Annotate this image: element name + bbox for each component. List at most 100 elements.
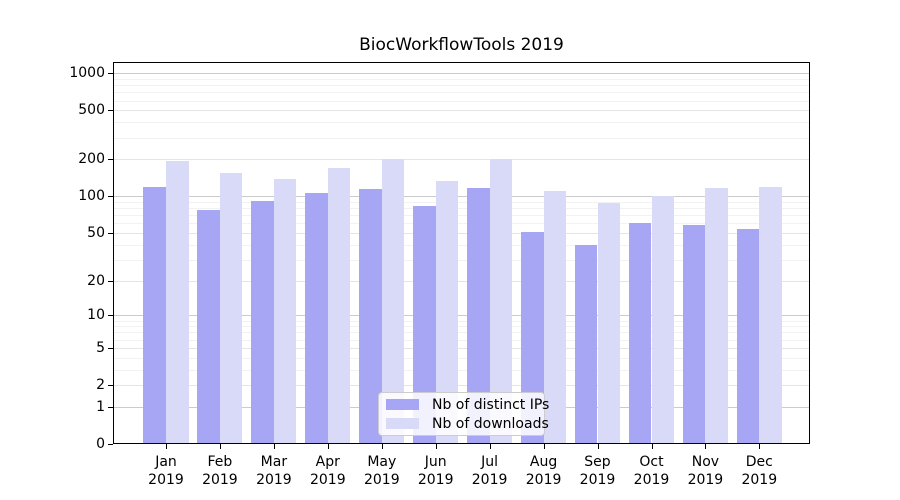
gridline-minor bbox=[114, 369, 809, 371]
bar-downloads bbox=[381, 158, 405, 443]
y-tick-mark bbox=[108, 233, 113, 234]
y-tick-label: 50 bbox=[87, 225, 105, 241]
gridline-minor bbox=[114, 259, 809, 261]
x-tick-mark bbox=[327, 444, 329, 449]
bar-distinct-ips bbox=[628, 222, 652, 443]
y-tick-mark bbox=[108, 315, 113, 317]
x-tick-month: Jun bbox=[424, 454, 447, 470]
y-tick-label: 1000 bbox=[69, 65, 105, 82]
x-tick-label: Sep 2019 bbox=[566, 453, 630, 489]
y-tick-label: 2 bbox=[96, 377, 105, 394]
gridline-mid bbox=[114, 159, 809, 161]
x-tick-year: 2019 bbox=[579, 472, 616, 488]
x-tick-year: 2019 bbox=[309, 472, 346, 488]
bar-distinct-ips bbox=[305, 193, 328, 443]
gridline-minor bbox=[114, 339, 809, 341]
bar-distinct-ips bbox=[467, 188, 490, 443]
x-tick-month: Apr bbox=[315, 454, 340, 470]
x-tick-mark bbox=[166, 444, 167, 449]
x-tick-label: Oct 2019 bbox=[620, 453, 684, 489]
x-tick-year: 2019 bbox=[256, 472, 292, 488]
x-tick-label: Dec 2019 bbox=[727, 453, 791, 489]
x-tick-mark bbox=[543, 444, 545, 449]
x-tick-month: Oct bbox=[639, 454, 664, 470]
bar-distinct-ips bbox=[574, 244, 598, 443]
x-tick-month: Jan bbox=[155, 454, 177, 470]
gridline-minor bbox=[114, 92, 809, 94]
x-tick-year: 2019 bbox=[633, 472, 670, 488]
x-tick-label: Feb 2019 bbox=[188, 453, 252, 489]
y-tick-mark bbox=[108, 280, 113, 282]
y-tick-label: 20 bbox=[87, 272, 105, 289]
bar-distinct-ips bbox=[359, 188, 382, 443]
gridline-minor bbox=[114, 357, 809, 359]
legend-label: Nb of downloads bbox=[432, 415, 549, 432]
x-tick-label: Apr 2019 bbox=[296, 453, 360, 489]
bar-downloads bbox=[273, 179, 297, 443]
legend: Nb of distinct IPs Nb of downloads bbox=[378, 392, 549, 436]
bar-distinct-ips bbox=[413, 205, 436, 443]
x-tick-mark bbox=[381, 444, 383, 449]
bar-distinct-ips bbox=[736, 229, 760, 443]
x-tick-mark bbox=[219, 444, 221, 449]
bar-distinct-ips bbox=[251, 200, 274, 443]
x-tick-month: Mar bbox=[260, 454, 288, 470]
bar-distinct-ips bbox=[197, 209, 220, 443]
y-tick-mark bbox=[108, 73, 113, 75]
x-tick-month: Sep bbox=[584, 454, 611, 470]
x-tick-label: Mar 2019 bbox=[242, 453, 306, 489]
gridline-minor bbox=[114, 202, 809, 203]
gridline-minor bbox=[114, 326, 809, 328]
x-tick-mark bbox=[273, 444, 275, 449]
x-tick-year: 2019 bbox=[525, 472, 562, 488]
bar-downloads bbox=[489, 158, 513, 443]
bar-distinct-ips bbox=[143, 186, 166, 443]
gridline-minor bbox=[114, 100, 809, 102]
legend-label: Nb of distinct IPs bbox=[432, 396, 550, 413]
gridline-minor bbox=[114, 320, 809, 322]
x-tick-year: 2019 bbox=[202, 472, 238, 488]
x-tick-month: Feb bbox=[207, 454, 233, 470]
y-tick-mark bbox=[108, 110, 113, 112]
x-tick-label: Jan 2019 bbox=[134, 453, 198, 489]
x-tick-mark bbox=[705, 444, 707, 449]
x-tick-mark bbox=[435, 444, 437, 449]
x-tick-label: Aug 2019 bbox=[512, 453, 576, 489]
y-tick-label: 5 bbox=[96, 339, 105, 356]
x-tick-label: Jul 2019 bbox=[458, 453, 522, 489]
legend-swatch bbox=[386, 418, 419, 429]
gridline-minor bbox=[114, 137, 809, 139]
bar-downloads bbox=[651, 196, 675, 443]
gridline-minor bbox=[114, 244, 809, 246]
gridline-mid bbox=[114, 280, 809, 282]
x-tick-mark bbox=[489, 444, 491, 449]
bar-downloads bbox=[435, 180, 459, 443]
x-tick-label: Nov 2019 bbox=[673, 453, 737, 489]
y-tick-label: 100 bbox=[78, 188, 105, 205]
gridline-minor bbox=[114, 78, 809, 80]
x-tick-year: 2019 bbox=[687, 472, 724, 488]
legend-swatch bbox=[386, 399, 419, 410]
y-tick-label: 1 bbox=[96, 398, 105, 415]
y-tick-label: 200 bbox=[78, 151, 105, 168]
x-tick-mark bbox=[651, 444, 653, 449]
x-tick-month: Jul bbox=[481, 454, 499, 470]
x-tick-label: May 2019 bbox=[350, 453, 414, 489]
x-tick-mark bbox=[759, 444, 761, 449]
x-tick-year: 2019 bbox=[417, 472, 454, 488]
x-tick-year: 2019 bbox=[148, 472, 184, 488]
bar-distinct-ips bbox=[521, 232, 544, 443]
y-tick-mark bbox=[108, 444, 113, 445]
gridline-minor bbox=[114, 85, 809, 87]
x-tick-month: May bbox=[367, 454, 397, 470]
legend-row: Nb of distinct IPs bbox=[386, 397, 549, 413]
x-tick-label: Jun 2019 bbox=[404, 453, 468, 489]
gridline-mid bbox=[114, 385, 809, 387]
bar-distinct-ips bbox=[682, 225, 706, 443]
gridline-minor bbox=[114, 208, 809, 210]
bar-downloads bbox=[166, 160, 189, 443]
x-tick-year: 2019 bbox=[363, 472, 400, 488]
y-tick-mark bbox=[108, 406, 113, 408]
y-tick-label: 500 bbox=[78, 102, 105, 119]
